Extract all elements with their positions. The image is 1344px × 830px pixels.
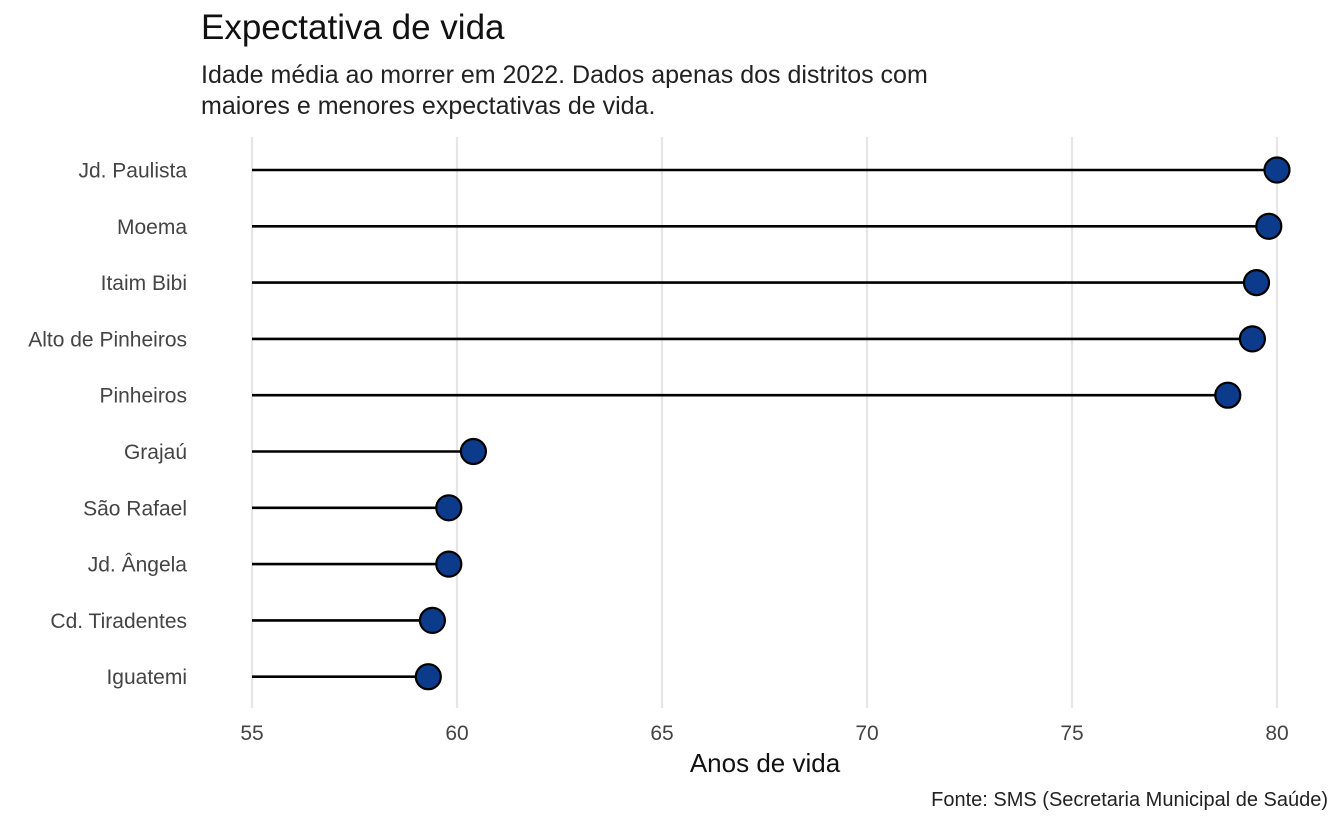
x-tick-label: 70 [855,722,878,745]
data-point [435,494,463,522]
category-label: São Rafael [83,497,187,520]
category-label: Itaim Bibi [101,272,187,295]
data-point [418,606,446,635]
data-point [1214,381,1242,409]
x-tick-label: 60 [445,722,468,745]
grid-lines [250,137,1279,708]
data-point [459,437,487,466]
category-label: Moema [117,216,187,239]
data-point [1255,212,1283,240]
category-label: Jd. Paulista [78,160,187,183]
x-tick-label: 75 [1060,722,1083,745]
stems [252,168,1277,679]
points [414,156,1291,691]
data-point [1238,325,1267,353]
data-point [414,663,442,691]
x-tick-label: 80 [1265,722,1288,745]
category-label: Pinheiros [99,385,187,408]
category-label: Alto de Pinheiros [28,328,187,351]
data-point [1242,269,1271,297]
x-tick-labels: 55 60 65 70 75 80 [240,722,1288,745]
category-labels: Jd. Paulista Moema Itaim Bibi Alto de Pinhe… [28,160,187,690]
category-label: Cd. Tiradentes [50,610,187,633]
x-axis-title: Anos de vida [690,748,841,778]
chart-source: Fonte: SMS (Secretaria Municipal de Saúd… [931,789,1328,811]
x-tick-label: 65 [650,722,673,745]
data-point [1263,156,1291,184]
category-label: Iguatemi [106,666,187,689]
chart-subtitle: Idade média ao morrer em 2022. Dados ape… [201,61,928,120]
x-tick-label: 55 [240,722,263,745]
category-label: Grajaú [124,441,187,464]
data-point [435,550,463,578]
category-label: Jd. Ângela [88,554,188,577]
chart-title: Expectativa de vida [201,8,505,47]
